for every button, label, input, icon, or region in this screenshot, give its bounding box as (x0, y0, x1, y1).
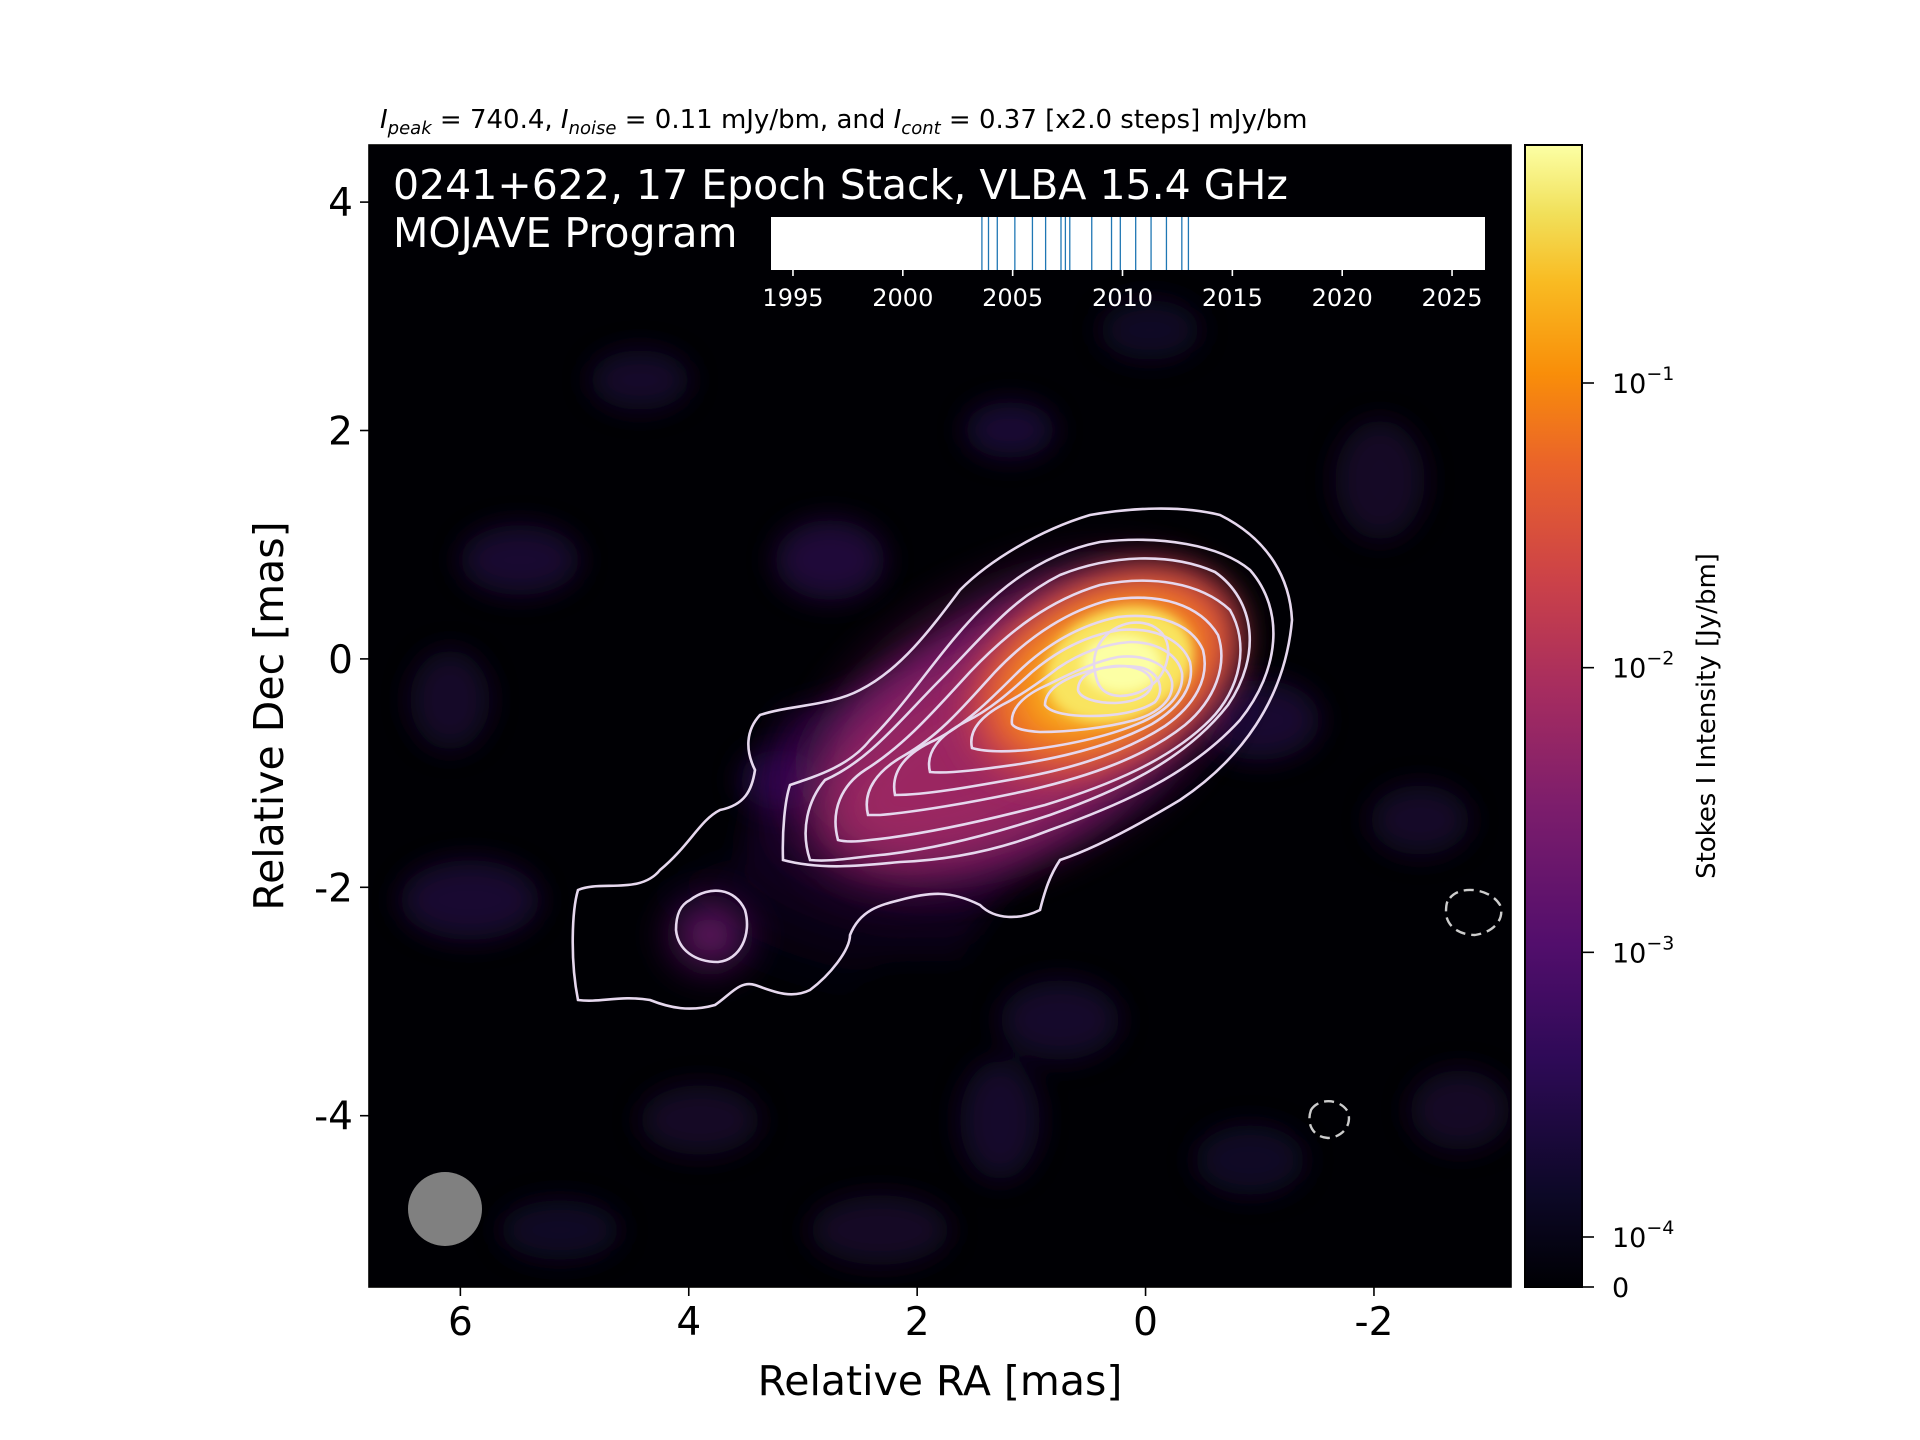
colorbar-tick-base: 10 (1612, 1223, 1646, 1254)
y-axis: 4 2 0 -2 -4 (314, 181, 369, 1140)
x-tick-label: 2 (905, 1300, 930, 1345)
x-tick-label: 6 (448, 1300, 473, 1345)
timeline-tick-label: 2020 (1312, 284, 1373, 312)
contour-2 (781, 538, 1275, 868)
beam-ellipse (408, 1172, 482, 1246)
x-axis-label: Relative RA [mas] (758, 1357, 1123, 1405)
contour-12 (1092, 621, 1170, 698)
y-tick-label: 0 (328, 638, 353, 683)
colorbar: 10−110−210−310−40 Stokes I Intensity [Jy… (1524, 144, 1722, 1304)
colorbar-ticks: 10−110−210−310−40 (1582, 363, 1674, 1304)
contour-3 (804, 557, 1251, 862)
y-axis-label: Relative Dec [mas] (245, 521, 293, 910)
y-tick-label: -4 (314, 1095, 353, 1140)
colorbar-tick-exponent: −3 (1646, 932, 1674, 954)
colorbar-label: Stokes I Intensity [Jy/bm] (1692, 553, 1722, 879)
colorbar-tick-exponent: −1 (1646, 363, 1674, 385)
colorbar-tick-label: 10−1 (1612, 363, 1674, 400)
intensity-map (369, 145, 1511, 1287)
contour-4 (834, 579, 1242, 843)
y-tick-label: 2 (328, 410, 353, 455)
timeline-tick-label: 2015 (1202, 284, 1263, 312)
colorbar-gradient (1524, 144, 1583, 1288)
contour-1 (571, 507, 1294, 1010)
timeline-tick-label: 1995 (762, 284, 823, 312)
timeline-box (771, 217, 1485, 270)
timeline-tick-label: 2005 (982, 284, 1043, 312)
epoch-timeline: 1995 2000 2005 2010 2015 2020 2025 (762, 217, 1485, 312)
colorbar-tick-label: 10−2 (1612, 648, 1674, 685)
x-tick-label: -2 (1355, 1300, 1394, 1345)
contour-5 (865, 596, 1223, 817)
colorbar-tick-base: 10 (1612, 369, 1646, 400)
negative-contour-1 (1444, 888, 1503, 937)
contour-8 (970, 640, 1184, 753)
timeline-tick-label: 2025 (1422, 284, 1483, 312)
timeline-axis: 1995 2000 2005 2010 2015 2020 2025 (762, 270, 1483, 312)
x-axis: 6 4 2 0 -2 (448, 1287, 1393, 1345)
timeline-tick-label: 2000 (872, 284, 933, 312)
timeline-tick-label: 2010 (1092, 284, 1153, 312)
epoch-lines (981, 217, 1190, 270)
plot-title: 0241+622, 17 Epoch Stack, VLBA 15.4 GHz (393, 161, 1288, 209)
negative-contour-2 (1308, 1100, 1351, 1140)
colorbar-tick-label: 10−4 (1612, 1217, 1674, 1254)
colorbar-tick-base: 10 (1612, 654, 1646, 685)
colorbar-tick-label: 10−3 (1612, 932, 1674, 969)
map-frame (368, 144, 1512, 1288)
contour-9 (1010, 655, 1174, 734)
intensity-contours (571, 507, 1294, 1010)
y-tick-label: 4 (328, 181, 353, 226)
x-tick-label: 0 (1133, 1300, 1158, 1345)
colorbar-tick-base: 10 (1612, 938, 1646, 969)
colorbar-tick-label: 0 (1612, 1273, 1629, 1304)
negative-contours (1308, 888, 1503, 1140)
contour-10 (1043, 664, 1162, 718)
x-tick-label: 4 (676, 1300, 701, 1345)
blob-contour (674, 889, 749, 964)
colorbar-tick-exponent: −4 (1646, 1217, 1674, 1239)
header-stats: Ipeak = 740.4, Inoise = 0.11 mJy/bm, and… (380, 105, 1307, 139)
y-tick-label: -2 (314, 866, 353, 911)
noise-texture (400, 300, 1510, 1265)
colorbar-tick-exponent: −2 (1646, 648, 1674, 670)
colorbar-tick-base: 0 (1612, 1273, 1629, 1304)
contour-7 (927, 628, 1193, 774)
plot-subtitle: MOJAVE Program (393, 209, 737, 257)
